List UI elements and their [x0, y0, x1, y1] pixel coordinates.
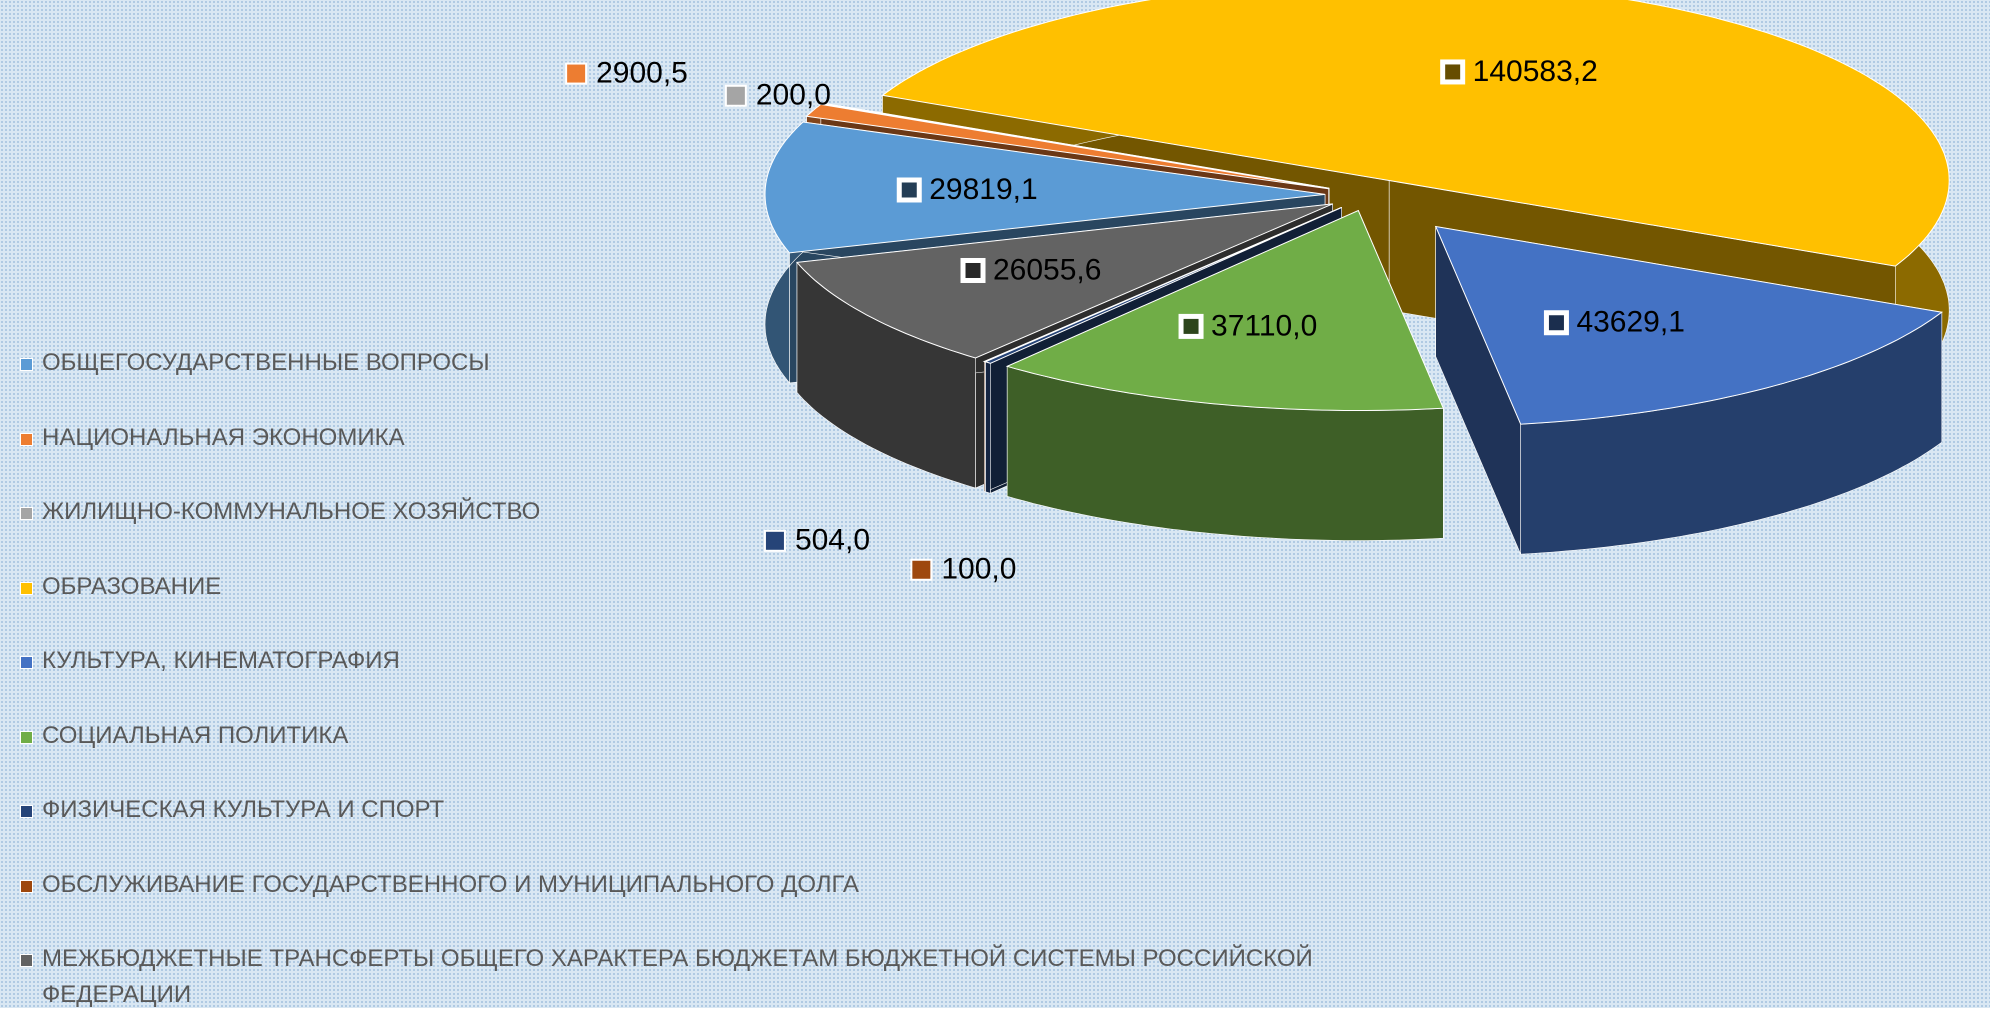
legend-item: ФИЗИЧЕСКАЯ КУЛЬТУРА И СПОРТ — [20, 792, 1402, 828]
data-label: 37110,0 — [1211, 309, 1317, 342]
slice-top — [1434, 225, 1944, 425]
data-label: 29819,1 — [929, 173, 1037, 206]
legend-swatch — [20, 432, 33, 446]
data-label: 43629,1 — [1576, 306, 1684, 339]
legend-label: НАЦИОНАЛЬНАЯ ЭКОНОМИКА — [42, 423, 405, 451]
slice — [1434, 225, 1944, 555]
legend-item: СОЦИАЛЬНАЯ ПОЛИТИКА — [20, 718, 1402, 754]
legend-label: ОБЩЕГОСУДАРСТВЕННЫЕ ВОПРОСЫ — [42, 349, 490, 376]
legend-swatch — [20, 730, 33, 744]
slice-top — [984, 207, 1342, 364]
slice-top — [764, 121, 1326, 254]
legend-label: ОБСЛУЖИВАНИЕ ГОСУДАРСТВЕННОГО И МУНИЦИПА… — [42, 870, 859, 898]
data-label: 504,0 — [795, 524, 870, 557]
slice-top — [805, 103, 1329, 190]
legend-item: ЖИЛИЩНО-КОММУНАЛЬНОЕ ХОЗЯЙСТВО — [20, 494, 1402, 530]
legend-label: СОЦИАЛЬНАЯ ПОЛИТИКА — [42, 721, 349, 749]
slice-top — [820, 102, 1330, 189]
legend-item: ОБРАЗОВАНИЕ — [20, 569, 1402, 605]
legend-item: МЕЖБЮДЖЕТНЫЕ ТРАНСФЕРТЫ ОБЩЕГО ХАРАКТЕРА… — [20, 941, 1402, 1013]
legend-swatch — [20, 581, 33, 595]
legend-label: ФИЗИЧЕСКАЯ КУЛЬТУРА И СПОРТ — [42, 796, 445, 823]
label-marker — [896, 177, 922, 203]
slice-top — [881, 0, 1950, 267]
legend-label: ЖИЛИЩНО-КОММУНАЛЬНОЕ ХОЗЯЙСТВО — [42, 498, 541, 525]
label-marker — [1178, 313, 1204, 339]
data-label: 200,0 — [756, 79, 831, 112]
legend-item: НАЦИОНАЛЬНАЯ ЭКОНОМИКА — [20, 420, 1402, 456]
data-label: 26055,6 — [993, 253, 1101, 286]
legend-swatch — [20, 656, 33, 669]
label-marker — [910, 558, 933, 581]
legend-swatch — [20, 507, 33, 520]
slice-top — [1005, 209, 1445, 411]
label-marker — [1543, 310, 1569, 336]
legend-swatch — [20, 954, 33, 967]
label-marker — [960, 257, 986, 283]
legend-item: КУЛЬТУРА, КИНЕМАТОГРАФИЯ — [20, 643, 1402, 679]
label-marker — [763, 529, 786, 552]
label-marker — [1440, 59, 1466, 85]
slice — [1005, 209, 1445, 541]
legend-item: ОБЩЕГОСУДАРСТВЕННЫЕ ВОПРОСЫ — [20, 345, 1402, 381]
slice-top — [795, 203, 1333, 359]
legend-swatch — [20, 805, 33, 818]
legend-item: ОБСЛУЖИВАНИЕ ГОСУДАРСТВЕННОГО И МУНИЦИПА… — [20, 867, 1402, 903]
legend-swatch — [20, 358, 33, 371]
legend-label: МЕЖБЮДЖЕТНЫЕ ТРАНСФЕРТЫ ОБЩЕГО ХАРАКТЕРА… — [42, 945, 1313, 1008]
data-label: 2900,5 — [596, 56, 688, 89]
label-marker — [565, 62, 588, 85]
legend-label: ОБРАЗОВАНИЕ — [42, 572, 222, 600]
data-label: 140583,2 — [1473, 55, 1598, 88]
label-marker — [724, 84, 747, 107]
data-label: 100,0 — [941, 553, 1016, 586]
legend-label: КУЛЬТУРА, КИНЕМАТОГРАФИЯ — [42, 647, 400, 674]
legend-swatch — [20, 879, 33, 893]
